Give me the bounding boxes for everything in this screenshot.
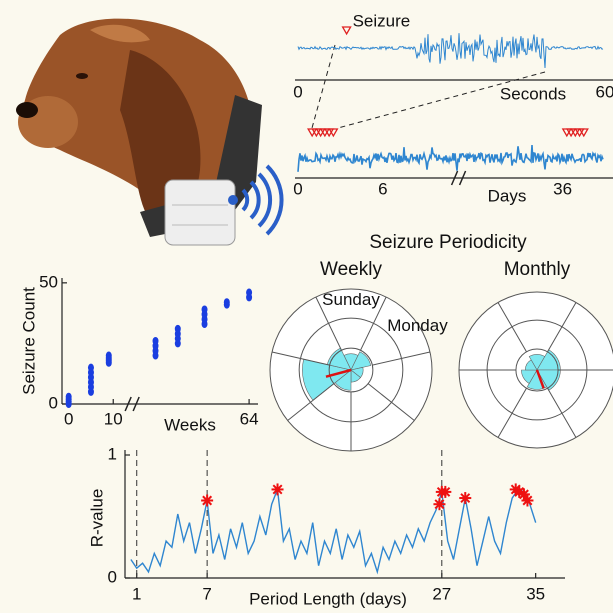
x-tick-label: 6 (378, 179, 387, 198)
axis-break (450, 170, 459, 186)
dog-nose (16, 102, 38, 118)
x-tick-label: 35 (526, 584, 545, 603)
point (105, 351, 112, 360)
point (201, 305, 208, 314)
peak-marker (433, 498, 446, 511)
eeg-trace (297, 145, 604, 172)
polar-spoke (360, 296, 387, 351)
mean-vector (325, 368, 352, 378)
x-tick-label: 0 (293, 179, 302, 198)
y-tick-label: 50 (39, 272, 58, 291)
peak-marker (521, 494, 534, 507)
x-tick-label: 1 (132, 584, 141, 603)
peak-stroke (434, 499, 445, 510)
x-tick-label: 60 (596, 82, 613, 101)
point (152, 337, 159, 345)
seizure-marker (328, 128, 339, 138)
polar-spoke (315, 296, 342, 351)
y-axis-label: R-value (87, 489, 106, 548)
wifi-arc (265, 164, 284, 236)
chart-title: Seizure Periodicity (369, 232, 527, 253)
seizure-marker (341, 26, 352, 36)
point (223, 298, 230, 307)
point (87, 363, 94, 372)
category-label: Sunday (322, 290, 380, 309)
peak-marker (459, 492, 472, 505)
x-tick-label: 0 (293, 82, 302, 101)
peak-stroke (272, 484, 283, 495)
axis-break (132, 396, 140, 412)
wifi-arc (241, 188, 250, 212)
x-tick-label: 27 (432, 584, 451, 603)
dog-eye (76, 73, 88, 79)
peak-stroke (518, 489, 529, 500)
x-tick-label: 0 (64, 409, 73, 428)
chart-subtitle: Weekly (320, 259, 382, 280)
x-tick-label: 36 (553, 179, 572, 198)
axis-break (458, 170, 467, 186)
x-tick-label: 64 (240, 409, 259, 428)
sector (524, 359, 538, 371)
polar-spoke (547, 302, 577, 353)
x-axis-label: Seconds (500, 84, 566, 103)
y-tick-label: 0 (49, 393, 58, 412)
peak-marker (439, 485, 452, 498)
peak-stroke (460, 493, 471, 503)
peak-marker (201, 494, 214, 507)
eeg-trace (297, 33, 604, 69)
x-axis-label: Weeks (164, 415, 216, 434)
polar-spoke (547, 387, 577, 438)
polar-spoke (497, 387, 527, 438)
polar-spoke (271, 351, 330, 366)
peak-stroke (202, 495, 213, 506)
device (164, 179, 236, 246)
annotation: Seizure (353, 11, 411, 30)
point (246, 288, 253, 297)
y-axis-label: Seizure Count (19, 287, 38, 395)
y-tick-label: 1 (108, 444, 117, 463)
sector (350, 351, 372, 371)
mean-vector (535, 369, 545, 389)
category-label: Monday (387, 316, 448, 335)
wifi-arc (257, 172, 273, 228)
point (174, 324, 181, 333)
point (65, 392, 72, 401)
x-tick-label: 7 (202, 584, 211, 603)
peak-stroke (440, 486, 451, 497)
peak-marker (271, 483, 284, 496)
axis-break (124, 396, 132, 412)
x-axis-label: Period Length (days) (249, 589, 407, 608)
y-tick-label: 0 (108, 567, 117, 586)
peak-stroke (514, 486, 525, 497)
polar-spoke (287, 383, 335, 421)
polar-spoke (372, 351, 431, 366)
antenna-dot (228, 195, 238, 205)
sector (521, 369, 538, 384)
peak-stroke (522, 495, 533, 506)
seizure-marker (578, 128, 589, 138)
x-tick-label: 10 (104, 409, 123, 428)
x-axis-label: Days (488, 186, 527, 205)
dog-illustration (16, 18, 284, 246)
dog-forehead (90, 24, 150, 43)
polar-spoke (367, 383, 415, 421)
r-value-line (130, 488, 537, 575)
wifi-arc (249, 180, 261, 220)
polar-spoke (497, 302, 527, 353)
chart-subtitle: Monthly (504, 259, 571, 280)
